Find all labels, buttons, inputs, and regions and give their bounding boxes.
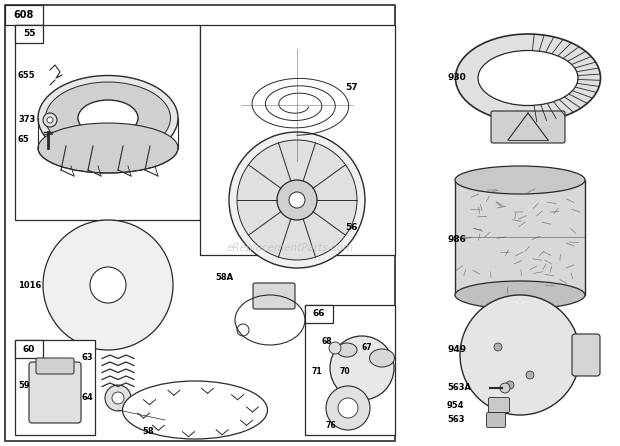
Text: 67: 67 [362, 343, 373, 352]
Ellipse shape [78, 100, 138, 136]
Text: 986: 986 [447, 235, 466, 244]
Text: 65: 65 [18, 136, 30, 145]
Text: 56: 56 [345, 223, 358, 232]
FancyBboxPatch shape [36, 358, 74, 374]
Bar [5, 5, 395, 441]
Ellipse shape [337, 343, 357, 357]
Circle shape [112, 392, 124, 404]
Circle shape [460, 295, 580, 415]
Circle shape [229, 132, 365, 268]
Text: 58A: 58A [215, 273, 233, 282]
Ellipse shape [455, 166, 585, 194]
Bar [305, 305, 333, 323]
Text: 930: 930 [447, 74, 466, 83]
Ellipse shape [38, 123, 178, 173]
Bar [5, 5, 43, 25]
Text: 58: 58 [142, 428, 154, 437]
Circle shape [500, 383, 510, 393]
Text: 1016: 1016 [18, 281, 42, 289]
Ellipse shape [45, 82, 170, 154]
Text: 655: 655 [18, 70, 35, 79]
Circle shape [90, 267, 126, 303]
Text: 70: 70 [340, 368, 351, 376]
FancyBboxPatch shape [253, 283, 295, 309]
Text: 71: 71 [311, 368, 322, 376]
Ellipse shape [370, 349, 394, 367]
Text: 60: 60 [23, 344, 35, 354]
Text: 949: 949 [447, 346, 466, 355]
Circle shape [289, 192, 305, 208]
Circle shape [329, 342, 341, 354]
Text: 66: 66 [312, 310, 326, 318]
Circle shape [237, 140, 357, 260]
Bar [455, 180, 585, 295]
Bar [15, 340, 95, 435]
FancyBboxPatch shape [487, 413, 505, 428]
Text: 608: 608 [14, 10, 34, 20]
Text: 57: 57 [345, 83, 358, 92]
Ellipse shape [123, 381, 267, 439]
FancyBboxPatch shape [489, 397, 510, 413]
Ellipse shape [455, 281, 585, 309]
Circle shape [326, 386, 370, 430]
Bar [200, 25, 395, 255]
Circle shape [494, 343, 502, 351]
FancyBboxPatch shape [29, 362, 81, 423]
Text: 55: 55 [23, 29, 35, 38]
Text: 63: 63 [81, 354, 93, 363]
Text: 76: 76 [325, 421, 335, 429]
Text: 373: 373 [18, 116, 35, 124]
FancyBboxPatch shape [491, 111, 565, 143]
Ellipse shape [456, 34, 601, 122]
Bar [15, 340, 43, 358]
Bar [305, 305, 395, 435]
Text: 563A: 563A [447, 384, 471, 392]
Text: 59: 59 [18, 380, 30, 389]
Circle shape [43, 113, 57, 127]
Bar [15, 25, 200, 220]
Circle shape [277, 180, 317, 220]
Circle shape [43, 220, 173, 350]
Ellipse shape [38, 75, 178, 161]
Circle shape [338, 398, 358, 418]
Circle shape [47, 117, 53, 123]
Circle shape [506, 381, 514, 389]
Circle shape [105, 385, 131, 411]
Bar [15, 25, 43, 43]
Text: 563: 563 [447, 416, 464, 425]
Circle shape [330, 336, 394, 400]
FancyBboxPatch shape [572, 334, 600, 376]
Text: 954: 954 [447, 401, 464, 409]
Text: 64: 64 [81, 393, 93, 402]
Text: 68: 68 [321, 338, 332, 347]
Circle shape [526, 371, 534, 379]
Ellipse shape [478, 50, 578, 106]
Text: eReplacementParts.com: eReplacementParts.com [226, 243, 353, 253]
